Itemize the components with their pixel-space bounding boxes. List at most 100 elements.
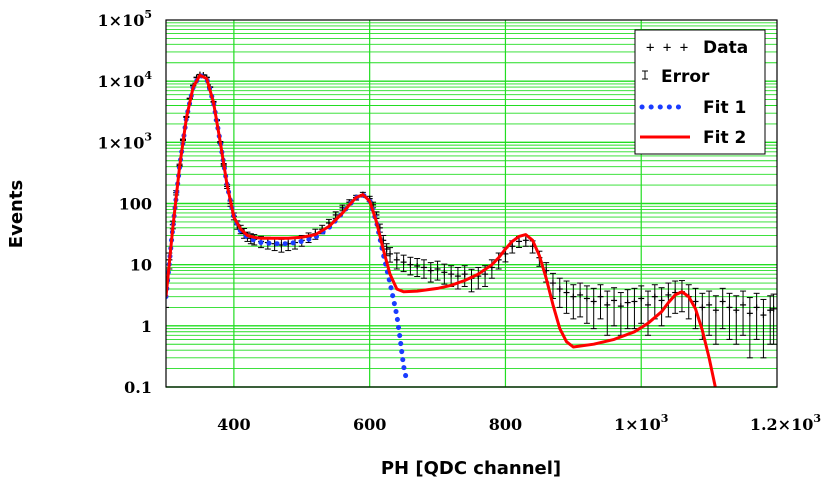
data-point (760, 312, 767, 319)
data-point (461, 271, 468, 278)
x-tick-label: 600 (353, 415, 386, 434)
data-point (583, 295, 590, 302)
legend-label-fit1: Fit 1 (703, 98, 746, 118)
error-bar (678, 280, 685, 313)
data-point (570, 293, 577, 300)
error-bar (770, 293, 777, 345)
data-point (427, 267, 434, 274)
data-point (770, 305, 777, 312)
data-point (420, 264, 427, 271)
data-point (645, 301, 652, 308)
data-point (712, 307, 719, 314)
tick-mantissa: 1×10 (614, 415, 661, 434)
legend-swatch-data: + + + (646, 40, 688, 56)
error-bar (740, 290, 747, 336)
tick-exponent: 5 (144, 8, 152, 21)
y-tick-label: 1×103 (98, 130, 152, 152)
legend-item-fit2: Fit 2 (640, 128, 746, 148)
error-bar (726, 292, 733, 340)
error-bar (760, 298, 767, 359)
fit-lines (166, 72, 717, 387)
data-point (590, 298, 597, 305)
data-point (434, 265, 441, 272)
error-bar (665, 282, 672, 318)
error-bar (590, 287, 597, 330)
plot-frame (165, 19, 778, 388)
data-point (611, 297, 618, 304)
y-tick-label: 10 (130, 256, 152, 275)
error-bar (706, 290, 713, 336)
y-axis-label: Events (6, 180, 27, 248)
error-bar (570, 284, 577, 320)
legend-item-error: Error (642, 67, 710, 87)
tick-mantissa: 1.2×10 (750, 415, 814, 434)
data-point (617, 303, 624, 310)
y-tick-label: 1×104 (98, 69, 153, 91)
data-point (522, 237, 529, 244)
data-point (692, 298, 699, 305)
data-point (441, 269, 448, 276)
data-point (719, 298, 726, 305)
data-point (400, 259, 407, 266)
tick-mantissa: 1×10 (98, 72, 145, 91)
error-bar (583, 285, 590, 324)
data-point (563, 289, 570, 296)
error-bar (733, 295, 740, 345)
y-tick-label: 100 (119, 195, 152, 214)
data-point (448, 271, 455, 278)
data-point (706, 301, 713, 308)
error-bar (604, 290, 611, 336)
data-point (549, 280, 556, 287)
error-bar (556, 277, 563, 308)
x-tick-label: 1×103 (614, 412, 668, 434)
legend-label-data: Data (703, 38, 748, 58)
data-point (631, 298, 638, 305)
data-point (454, 273, 461, 280)
data-point (407, 261, 414, 268)
tick-exponent: 3 (813, 412, 821, 425)
legend-label-fit2: Fit 2 (703, 128, 746, 148)
error-bar (611, 287, 618, 327)
error-bar (746, 297, 753, 359)
data-point (699, 304, 706, 311)
data-point (651, 293, 658, 300)
data-point (597, 293, 604, 300)
error-bar (645, 290, 652, 336)
data-point (387, 250, 394, 257)
error-bar (753, 292, 760, 340)
error-bar (638, 285, 645, 324)
data-point (556, 286, 563, 293)
data-point (658, 297, 665, 304)
error-bar (597, 284, 604, 320)
data-point (638, 295, 645, 302)
x-tick-label: 800 (489, 415, 522, 434)
error-bar (577, 282, 584, 318)
x-tick-label: 400 (217, 415, 250, 434)
tick-mantissa: 1×10 (98, 133, 145, 152)
data-point (332, 211, 339, 218)
legend-label-error: Error (661, 67, 710, 87)
x-axis-label: PH [QDC channel] (381, 458, 561, 479)
error-bar (712, 295, 719, 345)
data-point (746, 310, 753, 317)
y-tick-label: 1×105 (98, 8, 152, 30)
tick-exponent: 3 (144, 130, 152, 143)
error-bar (719, 287, 726, 330)
error-bar (685, 284, 692, 320)
y-tick-label: 1 (141, 317, 152, 336)
y-tick-label: 0.1 (124, 378, 152, 397)
data-point (577, 291, 584, 298)
data-point (509, 243, 516, 250)
error-bar (563, 280, 570, 314)
plot-area (166, 71, 777, 387)
data-point (604, 301, 611, 308)
legend-item-data: + + + Data (646, 38, 748, 58)
data-point (665, 291, 672, 298)
legend-swatch-error (642, 70, 648, 80)
series-line-fit2 (166, 73, 717, 387)
data-point (482, 271, 489, 278)
data-point (414, 263, 421, 270)
data-point (753, 304, 760, 311)
